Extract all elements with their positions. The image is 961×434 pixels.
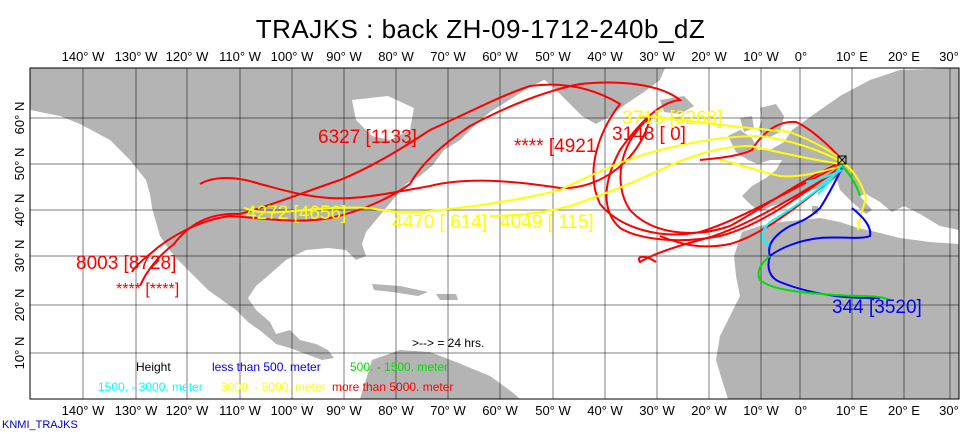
lon-tick-bottom: 10° W xyxy=(743,403,779,418)
origin-marker xyxy=(837,155,847,165)
lon-tick-bottom: 70° W xyxy=(430,403,466,418)
lon-tick-top: 80° W xyxy=(378,49,414,64)
lon-tick-bottom: 10° E xyxy=(836,403,868,418)
trajectory-line xyxy=(719,159,843,178)
point-labels: 6327 [1133] **** [4921 3148 [ 0] 3715 [3… xyxy=(76,108,922,318)
point-label: 3148 [ 0] xyxy=(612,124,686,145)
legend-item-1500-3000: 1500. - 3000. meter xyxy=(98,380,203,394)
lon-tick-bottom: 120° W xyxy=(166,403,210,418)
lon-tick-top: 110° W xyxy=(219,49,262,64)
trajectory-line xyxy=(767,255,881,299)
point-label: **** [4921 xyxy=(514,136,596,157)
point-label: 8003 [8728] xyxy=(76,253,176,274)
point-label: 4272 [4656] xyxy=(246,203,346,224)
lon-tick-top: 50° W xyxy=(535,49,571,64)
lat-tick: 10° N xyxy=(12,337,27,370)
legend-item-3000-5000: 3000. - 5000. meter xyxy=(221,380,326,394)
legend-height-label: Height xyxy=(136,360,171,374)
lon-tick-bottom: 80° W xyxy=(378,403,414,418)
map-title: TRAJKS : back ZH-09-1712-240b_dZ xyxy=(255,14,706,44)
trajectory-line xyxy=(131,81,843,273)
lon-tick-top: 20° W xyxy=(691,49,727,64)
lat-tick: 50° N xyxy=(12,148,27,181)
lon-tick-top: 130° W xyxy=(115,49,159,64)
lat-tick: 30° N xyxy=(12,240,27,273)
legend-item-500-1500: 500. - 1500. meter xyxy=(350,360,448,374)
land-masses xyxy=(30,68,959,399)
point-label: **** [****] xyxy=(116,281,179,298)
lon-tick-top: 30° xyxy=(939,49,959,64)
point-label: 6327 [1133] xyxy=(318,127,417,148)
latitude-labels: 60° N 50° N 40° N 30° N 20° N 10° N xyxy=(12,102,27,370)
map-frame xyxy=(29,67,960,400)
lon-tick-top: 70° W xyxy=(430,49,466,64)
lat-tick: 40° N xyxy=(12,194,27,227)
footer-label: KNMI_TRAJKS xyxy=(2,419,78,431)
trajectory-line xyxy=(761,167,843,247)
longitude-labels-top: 140° W 130° W 120° W 110° W 100° W 90° W… xyxy=(62,49,959,64)
lon-tick-bottom: 20° E xyxy=(888,403,920,418)
lon-tick-top: 0° xyxy=(795,49,807,64)
legend-item-gt5000: more than 5000. meter xyxy=(332,380,453,394)
trajectory-line xyxy=(757,255,891,301)
legend: >--> = 24 hrs. Height less than 500. met… xyxy=(98,336,484,394)
point-label: 3715 [3268] xyxy=(622,108,722,129)
trajectory-line xyxy=(489,144,843,217)
lon-tick-top: 20° E xyxy=(888,49,920,64)
map-area xyxy=(30,68,959,399)
lon-tick-bottom: 30° W xyxy=(639,403,675,418)
trajectory-line xyxy=(243,134,843,214)
lat-tick: 60° N xyxy=(12,102,27,135)
trajectory-line xyxy=(817,163,843,195)
trajectory-line xyxy=(841,161,868,231)
point-label: 4470 [ 614] xyxy=(392,212,487,233)
point-label: 4049 [ 115] xyxy=(500,212,594,233)
longitude-labels-bottom: 140° W 130° W 120° W 110° W 100° W 90° W… xyxy=(62,403,959,418)
lon-tick-top: 100° W xyxy=(271,49,315,64)
lon-tick-bottom: 140° W xyxy=(62,403,106,418)
point-label: 344 [3520] xyxy=(832,297,922,318)
lon-tick-top: 90° W xyxy=(326,49,362,64)
lon-tick-bottom: 20° W xyxy=(691,403,727,418)
lon-tick-bottom: 40° W xyxy=(587,403,623,418)
lon-tick-top: 120° W xyxy=(166,49,210,64)
legend-interval: >--> = 24 hrs. xyxy=(412,336,484,350)
trajectory-line xyxy=(805,169,843,183)
trajectories xyxy=(131,81,891,301)
lon-tick-bottom: 50° W xyxy=(535,403,571,418)
trajectory-line xyxy=(639,115,843,161)
lon-tick-top: 10° E xyxy=(836,49,868,64)
lon-tick-bottom: 30° xyxy=(939,403,959,418)
lon-tick-top: 10° W xyxy=(743,49,779,64)
lon-tick-top: 140° W xyxy=(62,49,106,64)
lon-tick-bottom: 130° W xyxy=(115,403,159,418)
lon-tick-bottom: 60° W xyxy=(482,403,518,418)
lon-tick-top: 60° W xyxy=(482,49,518,64)
lat-tick: 20° N xyxy=(12,289,27,322)
graticule xyxy=(30,68,959,399)
trajectory-line xyxy=(841,165,861,197)
lon-tick-bottom: 90° W xyxy=(326,403,362,418)
trajectory-line xyxy=(139,83,843,287)
lon-tick-top: 30° W xyxy=(639,49,675,64)
legend-item-lt500: less than 500. meter xyxy=(212,360,321,374)
lon-tick-bottom: 110° W xyxy=(219,403,262,418)
trajectory-line xyxy=(638,167,843,264)
lon-tick-bottom: 100° W xyxy=(271,403,315,418)
lon-tick-bottom: 0° xyxy=(795,403,807,418)
lon-tick-top: 40° W xyxy=(587,49,623,64)
